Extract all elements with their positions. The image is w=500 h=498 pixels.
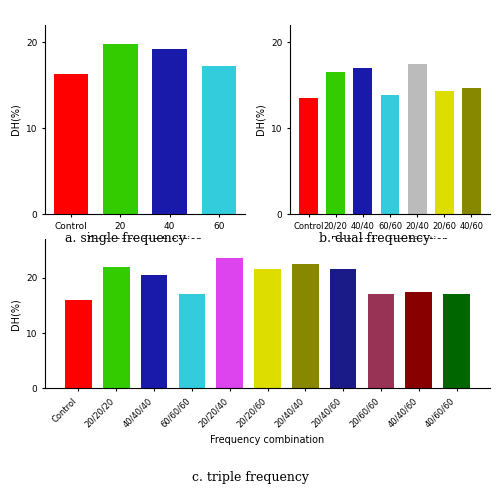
X-axis label: Frequency  combination: Frequency combination: [332, 237, 448, 247]
Bar: [326, 72, 345, 214]
Bar: [103, 267, 130, 388]
Text: c. triple frequency: c. triple frequency: [192, 471, 308, 484]
Bar: [54, 74, 88, 214]
Bar: [254, 269, 280, 388]
Text: a. single frequency: a. single frequency: [64, 232, 186, 245]
Bar: [354, 68, 372, 214]
Bar: [368, 294, 394, 388]
Y-axis label: DH(%): DH(%): [256, 104, 266, 135]
Bar: [65, 300, 92, 388]
X-axis label: Frequency combination: Frequency combination: [210, 435, 324, 445]
Bar: [330, 269, 356, 388]
Bar: [216, 258, 243, 388]
Y-axis label: DH(%): DH(%): [10, 298, 20, 330]
Text: b. dual frequency: b. dual frequency: [320, 232, 430, 245]
Bar: [141, 275, 168, 388]
Bar: [292, 264, 318, 388]
Bar: [406, 292, 432, 388]
Bar: [435, 91, 454, 214]
Bar: [103, 44, 138, 214]
Bar: [444, 294, 470, 388]
X-axis label: Frequency combination: Frequency combination: [88, 237, 202, 247]
Bar: [152, 49, 187, 214]
Bar: [178, 294, 205, 388]
Y-axis label: DH(%): DH(%): [10, 104, 20, 135]
Bar: [462, 88, 481, 214]
Bar: [408, 64, 426, 214]
Bar: [299, 98, 318, 214]
Bar: [380, 96, 400, 214]
Bar: [202, 66, 236, 214]
